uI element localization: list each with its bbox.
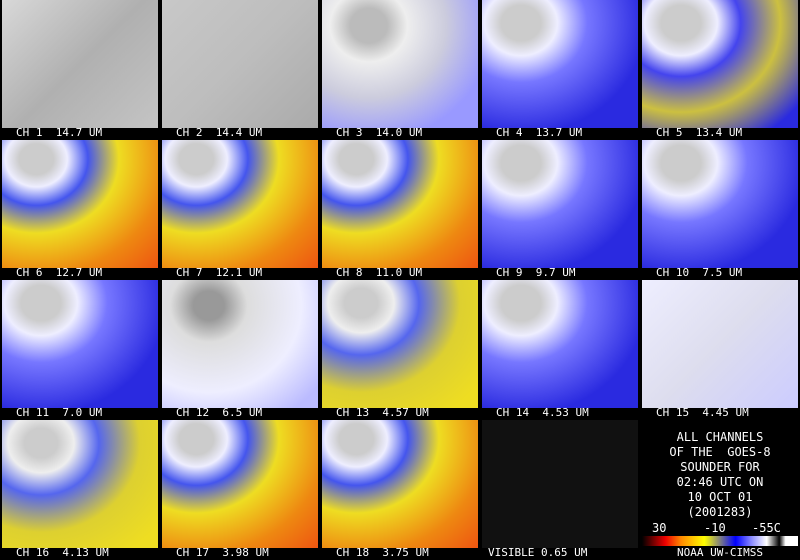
info-line: OF THE GOES-8: [669, 445, 771, 459]
channel-image: [322, 280, 478, 408]
panel-label: CH 18 3.75 UM: [336, 546, 429, 559]
panel-label: CH 9 9.7 UM: [496, 266, 576, 279]
channel-image: [322, 0, 478, 128]
panel: CH 9 9.7 UM: [480, 140, 640, 280]
panel: VISIBLE 0.65 UM: [480, 420, 640, 560]
panel-label: CH 12 6.5 UM: [176, 406, 263, 419]
channel-image: [2, 0, 158, 128]
info-line: (2001283): [687, 505, 753, 519]
panel: CH 10 7.5 UM: [640, 140, 800, 280]
channel-image: [642, 140, 798, 268]
scale-label: 30: [652, 521, 667, 535]
panel-label: CH 14 4.53 UM: [496, 406, 589, 419]
info-line: SOUNDER FOR: [680, 460, 760, 474]
panel: CH 15 4.45 UM: [640, 280, 800, 420]
panel-label: CH 1 14.7 UM: [16, 126, 103, 139]
color-scale: [642, 536, 798, 546]
info-panel: ALL CHANNELS OF THE GOES-8 SOUNDER FOR 0…: [640, 420, 800, 560]
panel: CH 5 13.4 UM: [640, 0, 800, 140]
channel-image: [322, 420, 478, 548]
info-line: 10 OCT 01: [687, 490, 753, 504]
channel-image: [162, 420, 318, 548]
panel-label: CH 6 12.7 UM: [16, 266, 103, 279]
channel-image: [162, 140, 318, 268]
panel: CH 1 14.7 UM: [0, 0, 160, 140]
channel-image: [322, 140, 478, 268]
panel-label: CH 2 14.4 UM: [176, 126, 263, 139]
panel: CH 4 13.7 UM: [480, 0, 640, 140]
panel-label: CH 15 4.45 UM: [656, 406, 749, 419]
channel-image: [162, 280, 318, 408]
channel-image: [2, 140, 158, 268]
panel-label: CH 8 11.0 UM: [336, 266, 423, 279]
scale-label: -55C: [752, 521, 781, 535]
panel-label: CH 4 13.7 UM: [496, 126, 583, 139]
credit: NOAA UW-CIMSS: [676, 546, 764, 559]
info-line: 02:46 UTC ON: [676, 475, 764, 489]
panel: CH 18 3.75 UM: [320, 420, 480, 560]
panel-label: CH 16 4.13 UM: [16, 546, 109, 559]
panel-label: CH 13 4.57 UM: [336, 406, 429, 419]
channel-image: [2, 420, 158, 548]
panel: CH 16 4.13 UM: [0, 420, 160, 560]
panel-label: CH 3 14.0 UM: [336, 126, 423, 139]
panel-label: CH 7 12.1 UM: [176, 266, 263, 279]
panel: CH 11 7.0 UM: [0, 280, 160, 420]
channel-image: [642, 0, 798, 128]
channel-image: [482, 0, 638, 128]
panel: CH 2 14.4 UM: [160, 0, 320, 140]
scale-label: -10: [704, 521, 726, 535]
panel: CH 14 4.53 UM: [480, 280, 640, 420]
panel: CH 17 3.98 UM: [160, 420, 320, 560]
panel: CH 6 12.7 UM: [0, 140, 160, 280]
panel: CH 13 4.57 UM: [320, 280, 480, 420]
panel-label: CH 11 7.0 UM: [16, 406, 103, 419]
panel: CH 3 14.0 UM: [320, 0, 480, 140]
panel-label: CH 5 13.4 UM: [656, 126, 743, 139]
panel-label: CH 10 7.5 UM: [656, 266, 743, 279]
channel-image: [482, 280, 638, 408]
channel-image: [482, 140, 638, 268]
channel-image: [2, 280, 158, 408]
panel: CH 12 6.5 UM: [160, 280, 320, 420]
panel-label: CH 17 3.98 UM: [176, 546, 269, 559]
panel: CH 7 12.1 UM: [160, 140, 320, 280]
channel-image: [642, 280, 798, 408]
panel-label: VISIBLE 0.65 UM: [488, 546, 588, 559]
channel-image: [482, 420, 638, 548]
channel-image: [162, 0, 318, 128]
panel: CH 8 11.0 UM: [320, 140, 480, 280]
info-line: ALL CHANNELS: [676, 430, 764, 444]
